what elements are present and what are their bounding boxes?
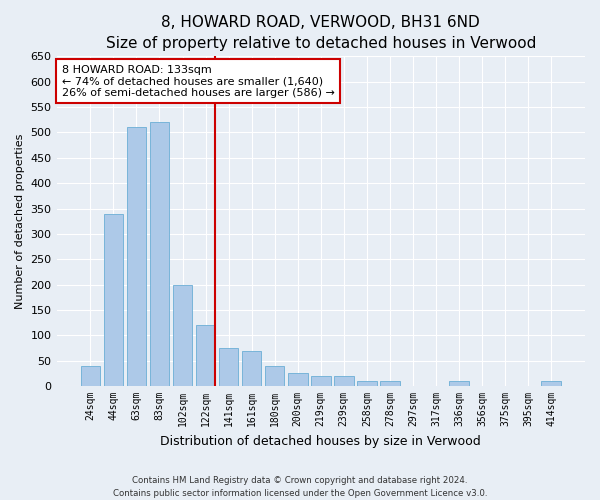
Bar: [196, 325, 215, 386]
Text: 8 HOWARD ROAD: 133sqm
← 74% of detached houses are smaller (1,640)
26% of semi-d: 8 HOWARD ROAD: 133sqm ← 74% of detached …: [62, 64, 335, 98]
Bar: [80, 366, 100, 386]
Bar: [288, 374, 308, 386]
Bar: [311, 376, 331, 386]
Y-axis label: Number of detached properties: Number of detached properties: [15, 134, 25, 309]
Bar: [104, 214, 123, 386]
Bar: [219, 348, 238, 386]
Bar: [380, 381, 400, 386]
Title: 8, HOWARD ROAD, VERWOOD, BH31 6ND
Size of property relative to detached houses i: 8, HOWARD ROAD, VERWOOD, BH31 6ND Size o…: [106, 15, 536, 51]
Bar: [127, 128, 146, 386]
X-axis label: Distribution of detached houses by size in Verwood: Distribution of detached houses by size …: [160, 434, 481, 448]
Bar: [334, 376, 353, 386]
Bar: [449, 381, 469, 386]
Bar: [541, 381, 561, 386]
Text: Contains HM Land Registry data © Crown copyright and database right 2024.
Contai: Contains HM Land Registry data © Crown c…: [113, 476, 487, 498]
Bar: [242, 350, 262, 386]
Bar: [265, 366, 284, 386]
Bar: [357, 381, 377, 386]
Bar: [149, 122, 169, 386]
Bar: [173, 284, 193, 386]
